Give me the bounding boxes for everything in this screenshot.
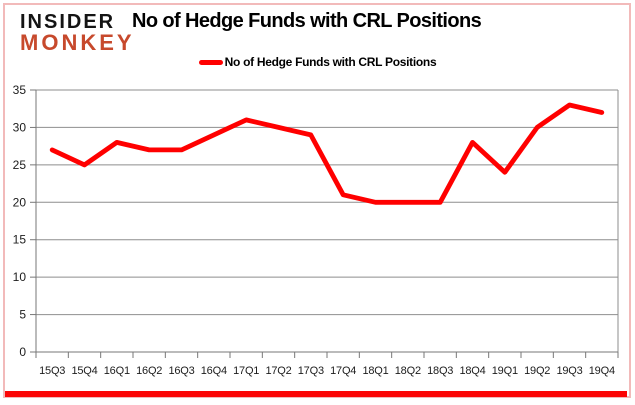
svg-text:18Q3: 18Q3	[427, 365, 453, 377]
svg-text:16Q3: 16Q3	[168, 365, 194, 377]
chart-title: No of Hedge Funds with CRL Positions	[132, 10, 482, 32]
svg-text:16Q2: 16Q2	[136, 365, 162, 377]
chart-legend: No of Hedge Funds with CRL Positions	[0, 55, 635, 69]
svg-text:17Q1: 17Q1	[233, 365, 259, 377]
svg-text:5: 5	[19, 308, 26, 322]
insider-monkey-logo: INSIDER MONKEY	[20, 11, 135, 55]
svg-text:17Q2: 17Q2	[265, 365, 291, 377]
svg-text:16Q1: 16Q1	[104, 365, 130, 377]
svg-text:15Q4: 15Q4	[71, 365, 97, 377]
svg-text:15: 15	[13, 233, 27, 247]
svg-text:17Q4: 17Q4	[330, 365, 356, 377]
svg-text:20: 20	[13, 195, 27, 209]
svg-text:17Q3: 17Q3	[298, 365, 324, 377]
legend-label: No of Hedge Funds with CRL Positions	[224, 55, 437, 69]
svg-text:18Q2: 18Q2	[395, 365, 421, 377]
svg-text:25: 25	[13, 158, 27, 172]
svg-text:19Q1: 19Q1	[492, 365, 518, 377]
bottom-red-bar	[5, 391, 627, 397]
svg-text:10: 10	[13, 270, 27, 284]
svg-text:19Q2: 19Q2	[524, 365, 550, 377]
svg-text:15Q3: 15Q3	[39, 365, 65, 377]
svg-text:30: 30	[13, 120, 27, 134]
svg-text:0: 0	[19, 345, 26, 359]
svg-text:35: 35	[13, 83, 27, 97]
svg-text:16Q4: 16Q4	[201, 365, 227, 377]
logo-text-monkey: MONKEY	[20, 30, 135, 55]
line-chart: 0 5 10 15 20 25 30 35 15Q3 15Q4 16Q1 16Q2 16Q3 16Q4 17…	[13, 83, 619, 377]
legend-line-swatch	[198, 59, 223, 65]
logo-text-insider: INSIDER	[20, 11, 116, 33]
svg-text:19Q4: 19Q4	[589, 365, 615, 377]
svg-text:18Q4: 18Q4	[459, 365, 485, 377]
svg-text:19Q3: 19Q3	[556, 365, 582, 377]
svg-text:18Q1: 18Q1	[362, 365, 388, 377]
